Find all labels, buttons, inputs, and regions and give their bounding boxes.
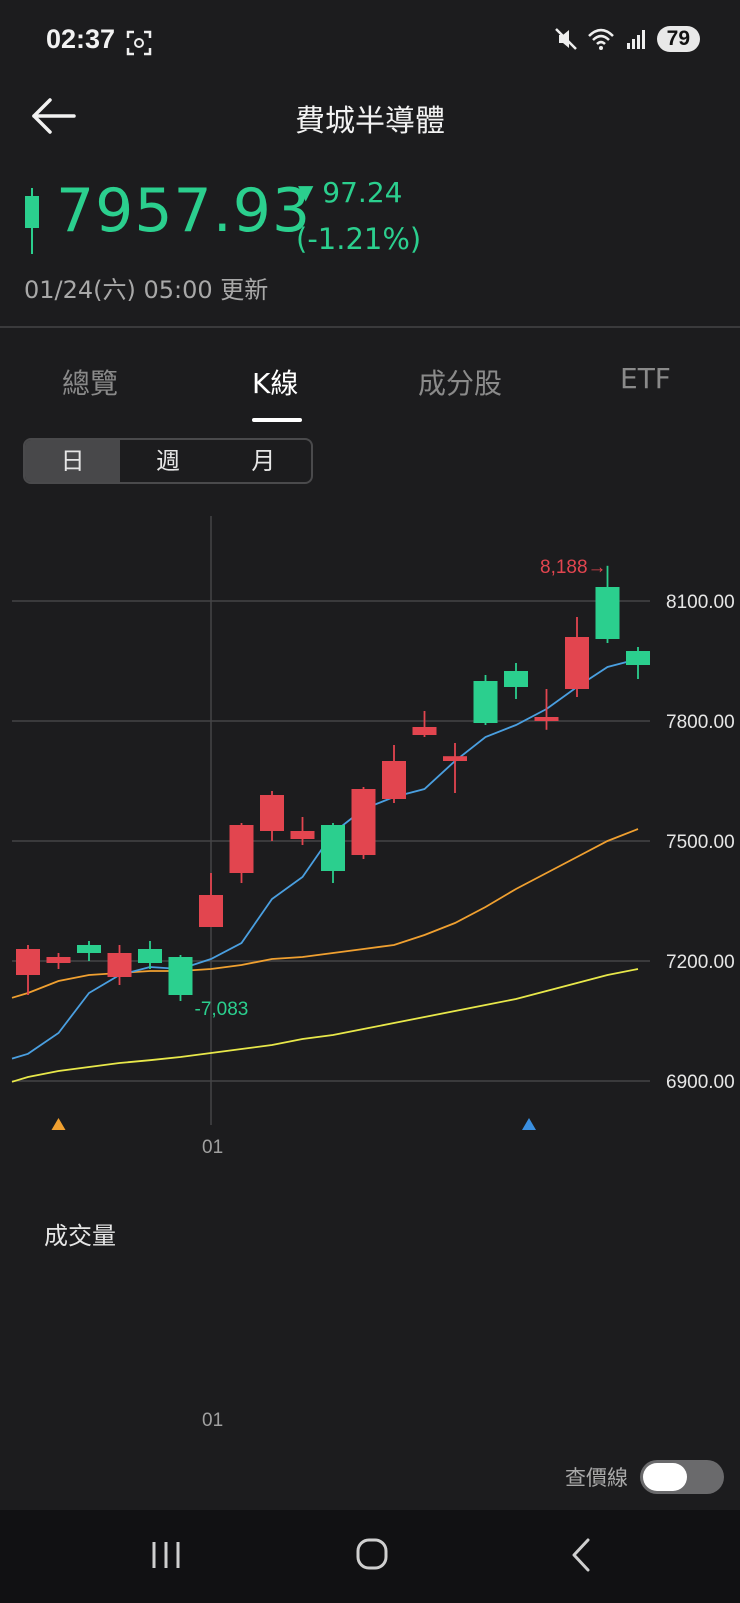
x-tick-label: 01 — [202, 1137, 223, 1158]
recent-apps-button[interactable] — [136, 1530, 196, 1580]
signal-marker — [51, 1118, 66, 1130]
candle-body — [321, 825, 345, 871]
candle-body — [351, 789, 376, 855]
candle-body — [290, 831, 315, 839]
price-line-label: 查價線 — [565, 1466, 628, 1490]
wifi-icon — [587, 28, 614, 50]
period-day[interactable]: 日 — [25, 440, 121, 482]
candle-body — [565, 637, 589, 689]
volume-panel: 成交量 01 — [0, 1190, 740, 1440]
tab-constituents[interactable]: 成分股 — [418, 367, 503, 400]
update-time: 01/24(六) 05:00 更新 — [24, 276, 269, 304]
high-annotation: 8,188→ — [540, 557, 607, 578]
system-back-button[interactable] — [552, 1530, 612, 1580]
mute-icon — [554, 28, 577, 50]
candle-body — [107, 953, 132, 977]
candle-body — [199, 895, 223, 927]
quote-panel: 7957.93 ▼ 97.24 (-1.21%) 01/24(六) 05:00 … — [0, 176, 740, 326]
ma-long-line — [11, 968, 639, 1083]
screenshot-icon — [126, 30, 152, 56]
current-price: 7957.93 — [56, 176, 312, 246]
y-tick-label: 7200.00 — [666, 952, 735, 973]
candle-body — [412, 727, 437, 735]
candle-body — [16, 949, 40, 975]
system-nav-bar — [0, 1510, 740, 1603]
period-selector: 日 週 月 — [23, 438, 313, 484]
candle-body — [260, 795, 284, 831]
signal-icon — [626, 30, 645, 49]
app-bar: 費城半導體 — [0, 86, 740, 176]
arrow-left-icon — [32, 98, 76, 134]
battery-indicator: 79 — [656, 26, 700, 52]
y-tick-label: 6900.00 — [666, 1072, 735, 1093]
status-bar: 02:37 79 — [0, 0, 740, 86]
tab-overview[interactable]: 總覽 — [62, 367, 119, 400]
page-title: 費城半導體 — [295, 104, 445, 139]
low-annotation: -7,083 — [195, 999, 249, 1020]
candle-body — [504, 671, 528, 687]
price-change: ▼ 97.24 — [298, 176, 402, 209]
tab-active-indicator — [252, 418, 302, 422]
recent-apps-icon — [152, 1542, 180, 1568]
divider — [0, 326, 740, 328]
toggle-knob — [643, 1463, 687, 1491]
price-line-toggle-row: 查價線 — [565, 1460, 724, 1494]
home-button[interactable] — [342, 1530, 402, 1580]
back-button[interactable] — [28, 92, 80, 144]
tab-kline[interactable]: K線 — [252, 367, 299, 400]
kline-chart[interactable]: 8100.00 7800.00 7500.00 7200.00 6900.00 01 8,1… — [0, 500, 740, 1190]
down-triangle-icon: ▼ — [298, 180, 314, 204]
candle-body — [473, 681, 498, 723]
candle-body — [382, 761, 406, 799]
home-icon — [356, 1538, 388, 1570]
period-month[interactable]: 月 — [251, 447, 276, 475]
period-week[interactable]: 週 — [155, 447, 180, 475]
ma-mid-line — [11, 828, 639, 999]
chevron-left-icon — [572, 1538, 590, 1572]
price-line-toggle[interactable] — [640, 1460, 724, 1494]
y-tick-label: 7500.00 — [666, 832, 735, 853]
candle-body — [595, 587, 620, 639]
kline-chart-svg[interactable]: 8100.00 7800.00 7500.00 7200.00 6900.00 01 8,1… — [0, 500, 740, 1190]
status-icons: 79 — [553, 26, 700, 52]
candlestick-icon — [25, 188, 39, 254]
candle-body — [138, 949, 162, 963]
candle-body — [534, 717, 559, 721]
ma-short-line — [11, 658, 639, 1060]
tab-etf[interactable]: ETF — [620, 362, 671, 395]
candle-body — [626, 651, 650, 665]
price-change-percent: (-1.21%) — [296, 222, 422, 256]
candle-body — [77, 945, 101, 953]
candle-body — [443, 756, 467, 761]
y-tick-label: 7800.00 — [666, 712, 735, 733]
volume-label: 成交量 — [44, 1222, 116, 1250]
candle-body — [46, 957, 71, 963]
status-time: 02:37 — [46, 24, 116, 54]
candle-body — [229, 825, 254, 873]
y-tick-label: 8100.00 — [666, 592, 735, 613]
volume-x-tick: 01 — [202, 1410, 224, 1431]
tab-bar: 總覽 K線 成分股 ETF — [0, 352, 740, 424]
signal-marker — [522, 1118, 536, 1130]
candle-body — [168, 957, 193, 995]
price-change-value: 97.24 — [322, 176, 403, 209]
